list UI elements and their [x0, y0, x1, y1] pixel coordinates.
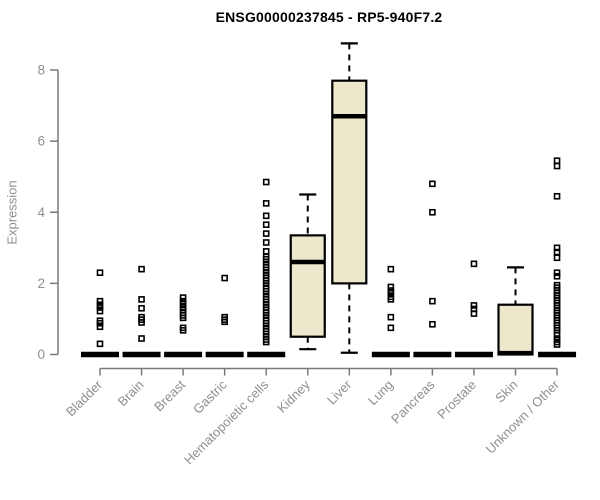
zero-bar [371, 351, 410, 358]
boxplot-hematopoietic-cells [247, 178, 286, 358]
x-tick-label: Unknown / Other [483, 377, 563, 457]
x-tick-label: Prostate [434, 377, 479, 422]
x-tick-label: Bladder [63, 377, 106, 420]
outlier-point [262, 239, 270, 246]
outlier-point [262, 178, 270, 186]
y-tick-label: 2 [37, 276, 45, 291]
zero-bar [164, 351, 203, 358]
outlier-point [138, 296, 145, 303]
boxplot-skin [497, 266, 534, 356]
outlier-point [262, 200, 270, 207]
y-tick-label: 8 [37, 63, 45, 78]
zero-bar [122, 351, 161, 358]
outlier-point [262, 230, 270, 237]
boxplot-gastric [205, 274, 244, 358]
outlier-point [387, 296, 395, 303]
box [331, 79, 368, 285]
x-tick-label: Skin [492, 377, 520, 405]
y-tick-label: 4 [37, 205, 45, 220]
x-tick-label: Breast [151, 377, 188, 414]
outlier-point [387, 313, 395, 321]
outlier-point [179, 314, 187, 322]
box [289, 234, 326, 338]
boxplot-lung [371, 265, 410, 358]
outlier-point [262, 212, 270, 220]
outlier-point [138, 304, 145, 312]
outlier-point [553, 331, 561, 339]
outlier-point [262, 248, 270, 255]
boxplot-breast [164, 294, 203, 358]
outlier-point [96, 269, 104, 277]
zero-bar [454, 351, 493, 358]
boxplot-pancreas [413, 180, 452, 358]
x-tick-label: Pancreas [388, 377, 438, 427]
outlier-point [221, 318, 228, 326]
outlier-point [96, 297, 104, 305]
outlier-point [429, 208, 436, 216]
outlier-point [138, 335, 145, 342]
outlier-point [221, 274, 228, 282]
chart-title: ENSG00000237845 - RP5-940F7.2 [215, 9, 443, 25]
outlier-point [138, 319, 145, 326]
boxplot-prostate [454, 260, 493, 358]
boxplot-unknown-other [538, 157, 577, 358]
outlier-point [553, 157, 561, 164]
x-tick-label: Liver [324, 377, 355, 408]
outlier-point [96, 307, 104, 315]
outlier-point [553, 254, 561, 262]
outlier-point [262, 221, 270, 229]
outlier-point [553, 269, 561, 277]
outlier-point [387, 283, 395, 291]
zero-bar [413, 351, 452, 358]
outlier-point [553, 248, 561, 256]
x-tick-label: Lung [365, 377, 396, 408]
outlier-point [553, 272, 561, 280]
zero-bar [205, 351, 244, 358]
x-tick-label: Kidney [274, 377, 313, 416]
outlier-point [387, 290, 395, 297]
outlier-point [470, 302, 478, 309]
zero-bar [247, 351, 286, 358]
outlier-point [179, 294, 187, 301]
zero-bar [81, 351, 119, 358]
outlier-point [96, 340, 104, 348]
outlier-point [429, 320, 436, 328]
outlier-point [96, 304, 104, 311]
outlier-point [96, 323, 104, 331]
outlier-point [429, 180, 436, 188]
boxplot-bladder [81, 269, 119, 358]
outlier-point [470, 260, 478, 268]
zero-bar [538, 351, 577, 358]
outlier-point [470, 310, 478, 317]
outlier-point [387, 265, 395, 273]
outlier-point [262, 338, 270, 346]
outlier-point [387, 324, 395, 332]
boxplot-liver [331, 42, 368, 354]
x-tick-label: Brain [115, 377, 147, 409]
boxplot-brain [122, 265, 161, 358]
boxplot-kidney [289, 193, 326, 351]
outlier-point [96, 319, 104, 327]
outlier-point [553, 341, 561, 348]
y-tick-label: 6 [37, 134, 45, 149]
y-tick-label: 0 [37, 347, 45, 362]
outlier-point [553, 192, 561, 200]
x-tick-label: Gastric [190, 377, 230, 417]
outlier-point [179, 327, 187, 334]
outlier-point [553, 162, 561, 170]
outlier-point [429, 297, 436, 305]
outlier-point [553, 335, 561, 342]
outlier-point [138, 265, 145, 273]
box [497, 303, 534, 356]
